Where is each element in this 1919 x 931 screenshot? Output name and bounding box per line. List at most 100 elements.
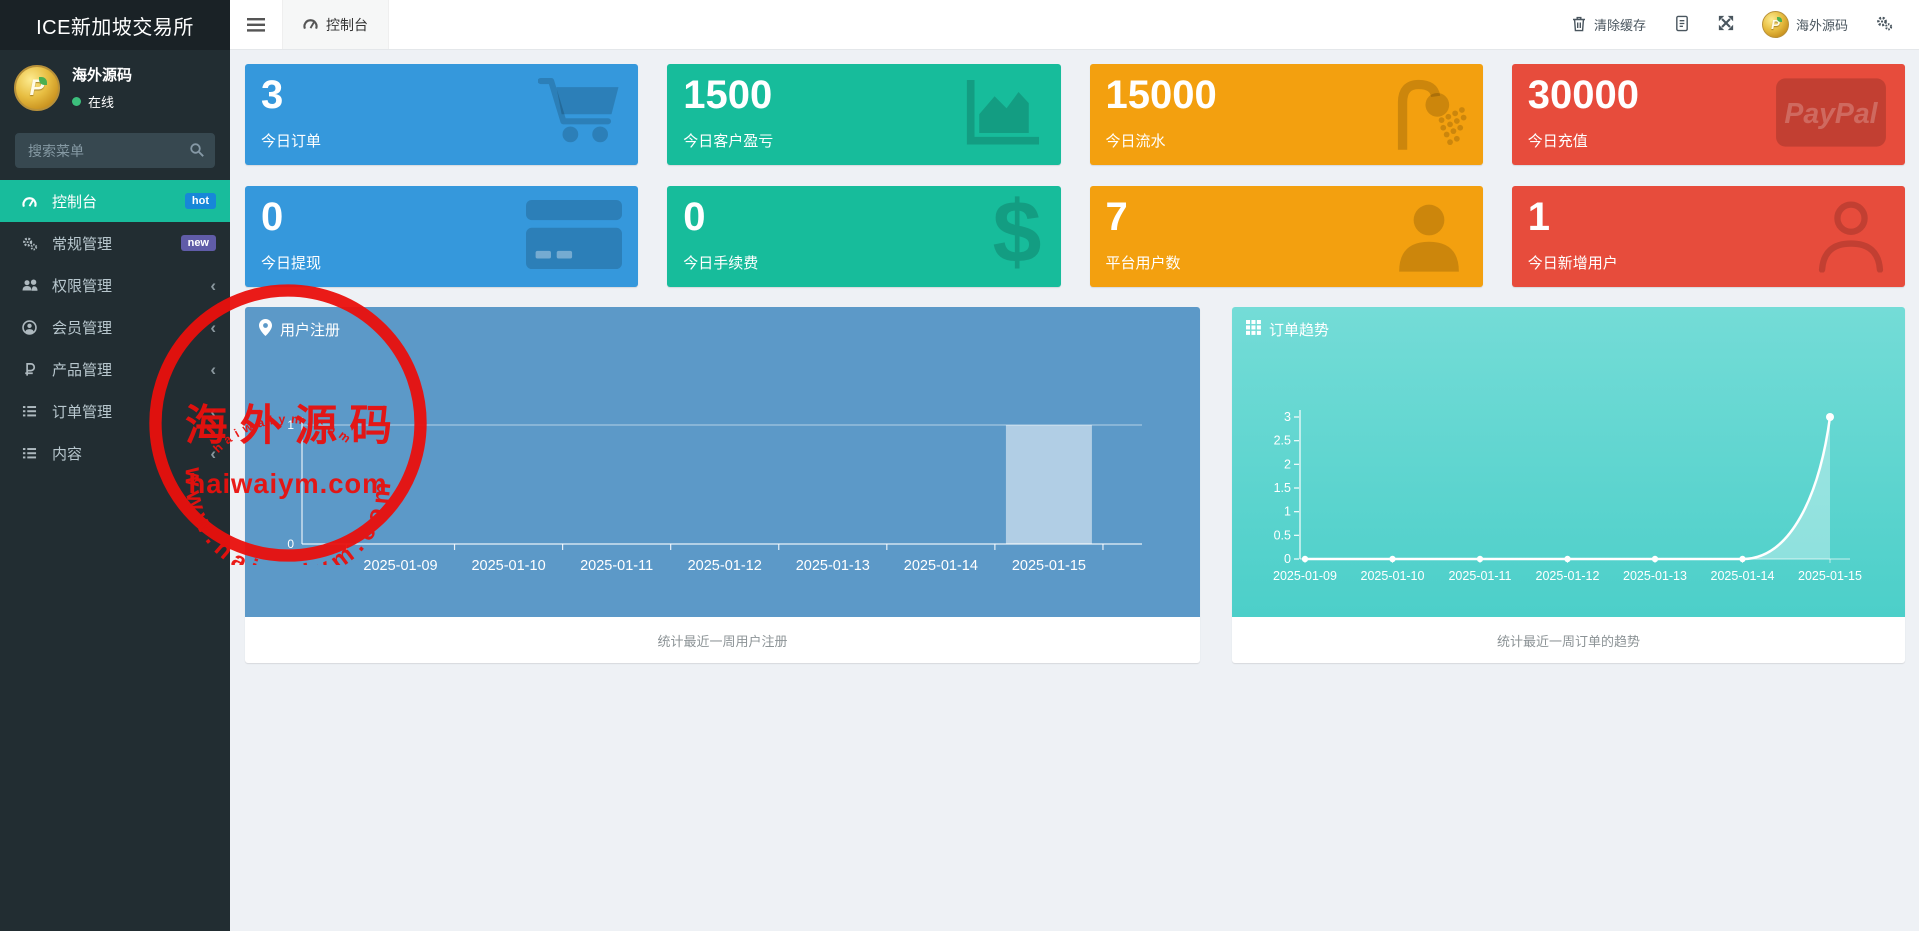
svg-text:0.5: 0.5: [1274, 528, 1291, 542]
sidebar-item-general[interactable]: 常规管理 new: [0, 222, 230, 264]
stat-card-platform-users: 7 平台用户数: [1089, 186, 1483, 287]
stat-label: 今日充值: [1527, 133, 1588, 150]
badge-new: new: [180, 235, 216, 251]
stat-card-today-new-users: 1 今日新增用户: [1511, 186, 1905, 287]
language-button[interactable]: [1674, 15, 1690, 35]
bar-chart-svg: 0 1 2025-01-09 2025-01-10 2025-01-11 2025-01-…: [287, 417, 1142, 574]
stat-value: 15000: [1105, 73, 1217, 117]
cogs-icon: [22, 236, 46, 251]
top-navbar: 控制台 清除缓存 P 海外源码: [230, 0, 1919, 50]
svg-text:$: $: [992, 190, 1041, 278]
language-icon: [1674, 15, 1690, 35]
sidebar-search: [15, 133, 215, 168]
shower-icon: [1389, 73, 1467, 156]
badge-hot: hot: [184, 193, 216, 209]
sidebar-item-label: 会员管理: [52, 319, 113, 337]
sidebar-item-label: 内容: [52, 445, 83, 463]
fullscreen-icon: [1718, 15, 1734, 34]
search-icon[interactable]: [189, 142, 205, 163]
svg-text:1: 1: [1284, 505, 1291, 519]
sidebar-item-label: 产品管理: [52, 361, 113, 379]
svg-text:2025-01-12: 2025-01-12: [1536, 569, 1600, 583]
avatar: P: [14, 64, 60, 111]
sidebar: ICE新加坡交易所 P 海外源码 在线 控制台hot常规管理new权限管理‹会员…: [0, 0, 230, 931]
user-solid-icon: [1391, 196, 1467, 277]
clear-cache-button[interactable]: 清除缓存: [1571, 15, 1646, 35]
sidebar-item-label: 控制台: [52, 193, 98, 211]
svg-text:2025-01-15: 2025-01-15: [1798, 569, 1862, 583]
main-content: 3 今日订单 1500 今日客户盈亏 15000 今日流水 30000 今日充值 PayPal 0…: [230, 50, 1919, 663]
stat-value: 0: [261, 195, 284, 239]
stat-value: 0: [683, 195, 706, 239]
order-trend-panel: 订单趋势 3 2.5 2 1.5 1 0.5 0 2025-01-09 2025-01-10 20…: [1232, 307, 1905, 663]
svg-text:2025-01-13: 2025-01-13: [796, 558, 870, 574]
sidebar-item-members[interactable]: 会员管理 ‹: [0, 306, 230, 348]
stat-label: 今日客户盈亏: [683, 133, 774, 150]
sidebar-menu: 控制台 hot 常规管理 new 权限管理 ‹ 会员管理 ‹ 产品管理 ‹ 订单管理 ‹ 内容 ‹: [0, 180, 230, 474]
sidebar-user-panel: P 海外源码 在线: [0, 50, 230, 123]
svg-text:PayPal: PayPal: [1784, 97, 1878, 129]
settings-button[interactable]: [1876, 15, 1893, 34]
grid-icon: [1246, 320, 1261, 339]
stat-label: 今日提现: [261, 255, 322, 272]
gauge-icon: [22, 195, 46, 208]
paypal-icon: PayPal: [1773, 76, 1889, 153]
user-status-label: 在线: [88, 95, 115, 110]
stat-card-today-withdraw: 0 今日提现: [245, 186, 639, 287]
svg-text:2.5: 2.5: [1274, 434, 1291, 448]
clear-cache-label: 清除缓存: [1593, 18, 1646, 33]
svg-text:2025-01-14: 2025-01-14: [1711, 569, 1775, 583]
svg-text:1.5: 1.5: [1274, 481, 1291, 495]
tab-dashboard-label: 控制台: [326, 16, 368, 33]
sidebar-item-permissions[interactable]: 权限管理 ‹: [0, 264, 230, 306]
svg-text:2025-01-12: 2025-01-12: [688, 558, 762, 574]
app-title: ICE新加坡交易所: [0, 0, 230, 50]
sidebar-item-label: 订单管理: [52, 403, 113, 421]
sidebar-toggle-button[interactable]: [230, 0, 282, 49]
chevron-left-icon: ‹: [210, 317, 216, 337]
navbar-user-name: 海外源码: [1795, 18, 1848, 33]
svg-text:0: 0: [1284, 552, 1291, 566]
stat-value: 7: [1105, 195, 1128, 239]
sidebar-item-content[interactable]: 内容 ‹: [0, 432, 230, 474]
chevron-left-icon: ‹: [210, 443, 216, 463]
stat-cards: 3 今日订单 1500 今日客户盈亏 15000 今日流水 30000 今日充值 PayPal 0…: [245, 64, 1905, 287]
users-icon: [22, 278, 46, 292]
chart-caption: 统计最近一周用户注册: [657, 633, 788, 649]
svg-text:2: 2: [1284, 457, 1291, 471]
svg-text:2025-01-09: 2025-01-09: [363, 558, 437, 574]
sidebar-item-products[interactable]: 产品管理 ‹: [0, 348, 230, 390]
svg-text:1: 1: [287, 418, 294, 432]
cogs-icon: [1876, 15, 1893, 34]
user-register-panel: 用户注册 0 1 2025-01-09 2025-01-10 2025-01-11 202…: [245, 307, 1200, 663]
gauge-icon: [303, 17, 318, 33]
svg-text:2025-01-10: 2025-01-10: [471, 558, 545, 574]
user-register-chart: 用户注册 0 1 2025-01-09 2025-01-10 2025-01-11 202…: [245, 307, 1200, 617]
ruble-icon: [22, 362, 46, 377]
search-input[interactable]: [15, 133, 215, 168]
order-trend-chart: 订单趋势 3 2.5 2 1.5 1 0.5 0 2025-01-09 2025-01-10 20…: [1232, 307, 1905, 617]
sidebar-item-dashboard[interactable]: 控制台 hot: [0, 180, 230, 222]
svg-text:2025-01-15: 2025-01-15: [1012, 558, 1086, 574]
svg-text:2025-01-09: 2025-01-09: [1273, 569, 1337, 583]
user-menu[interactable]: P 海外源码: [1761, 11, 1848, 38]
map-marker-icon: [259, 319, 272, 340]
stat-card-today-customer-pl: 1500 今日客户盈亏: [667, 64, 1061, 165]
area-chart-icon: [963, 76, 1045, 153]
line-chart-svg: 3 2.5 2 1.5 1 0.5 0 2025-01-09 2025-01-10 2025-01…: [1273, 410, 1862, 583]
svg-text:2025-01-14: 2025-01-14: [904, 558, 978, 574]
chart-title: 订单趋势: [1269, 322, 1330, 339]
sidebar-item-label: 常规管理: [52, 235, 113, 253]
stat-value: 1500: [683, 73, 773, 117]
stat-card-today-recharge: 30000 今日充值 PayPal: [1511, 64, 1905, 165]
user-status: 在线: [72, 92, 132, 111]
svg-text:0: 0: [287, 537, 294, 551]
sidebar-item-orders[interactable]: 订单管理 ‹: [0, 390, 230, 432]
dollar-icon: $: [989, 186, 1045, 283]
stat-label: 今日流水: [1105, 133, 1166, 150]
chevron-left-icon: ‹: [210, 359, 216, 379]
tab-dashboard[interactable]: 控制台: [282, 0, 389, 49]
stat-card-today-fees: 0 今日手续费 $: [667, 186, 1061, 287]
fullscreen-button[interactable]: [1718, 15, 1734, 34]
stat-card-today-turnover: 15000 今日流水: [1089, 64, 1483, 165]
